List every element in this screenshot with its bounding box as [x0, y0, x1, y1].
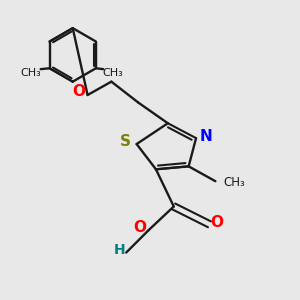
- Text: S: S: [120, 134, 131, 149]
- Text: CH₃: CH₃: [20, 68, 41, 78]
- Text: O: O: [133, 220, 146, 236]
- Text: CH₃: CH₃: [224, 176, 245, 189]
- Text: O: O: [210, 215, 224, 230]
- Text: N: N: [199, 129, 212, 144]
- Text: O: O: [72, 84, 85, 99]
- Text: H: H: [114, 243, 125, 257]
- Text: CH₃: CH₃: [103, 68, 124, 78]
